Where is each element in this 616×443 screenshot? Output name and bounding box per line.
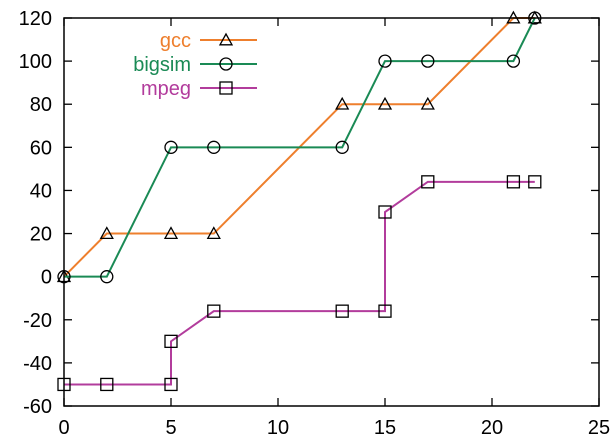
y-tick-label: 120 bbox=[19, 8, 52, 30]
gcc-point bbox=[335, 96, 350, 110]
x-tick-label: 20 bbox=[481, 417, 503, 439]
y-tick-label: -20 bbox=[23, 310, 52, 332]
legend-label-mpeg: mpeg bbox=[141, 78, 191, 100]
x-tick-label: 15 bbox=[374, 417, 396, 439]
bigsim-line bbox=[64, 17, 536, 278]
mpeg-point bbox=[528, 175, 542, 189]
x-tick-label: 5 bbox=[165, 417, 176, 439]
y-tick-label: 100 bbox=[19, 51, 52, 73]
gcc-point bbox=[377, 96, 393, 110]
x-tick-label: 25 bbox=[588, 417, 610, 439]
mpeg-point bbox=[164, 334, 178, 348]
y-tick-label: 40 bbox=[30, 180, 52, 202]
bigsim-point bbox=[378, 54, 392, 68]
mpeg-point bbox=[335, 304, 349, 318]
bigsim-point bbox=[164, 140, 178, 154]
x-tick-label: 10 bbox=[267, 417, 289, 439]
mpeg-point bbox=[378, 205, 392, 219]
y-tick-label: 80 bbox=[30, 94, 52, 116]
bigsim-point bbox=[506, 54, 521, 68]
series-bigsim bbox=[57, 11, 542, 284]
legend-marker-mpeg bbox=[219, 81, 233, 95]
gcc-point bbox=[163, 226, 179, 240]
y-tick-label: -60 bbox=[23, 396, 52, 418]
mpeg-point bbox=[207, 304, 221, 318]
gcc-point bbox=[420, 96, 435, 110]
mpeg-line bbox=[64, 180, 535, 386]
bigsim-point bbox=[421, 54, 435, 68]
y-tick-label: 60 bbox=[30, 137, 52, 159]
mpeg-point bbox=[378, 304, 392, 318]
gcc-point bbox=[206, 226, 221, 240]
mpeg-point bbox=[421, 175, 435, 189]
legend-marker-gcc bbox=[218, 32, 234, 46]
mpeg-point bbox=[506, 175, 521, 189]
bigsim-point bbox=[100, 270, 114, 284]
x-tick-label: 0 bbox=[58, 417, 69, 439]
axis-ticks: 0 5 10 15 20 25 -60 -40 -20 0 20 40 60 80 100 120 bbox=[19, 8, 611, 439]
y-tick-label: 20 bbox=[30, 224, 52, 246]
bigsim-point bbox=[335, 140, 349, 154]
legend-label-gcc: gcc bbox=[160, 30, 191, 52]
legend-marker-bigsim bbox=[219, 57, 233, 71]
y-tick-label: 0 bbox=[41, 267, 52, 289]
series-layer bbox=[56, 10, 542, 392]
series-mpeg bbox=[57, 175, 542, 392]
y-tick-label: -40 bbox=[23, 353, 52, 375]
mpeg-point bbox=[164, 377, 178, 392]
legend-label-bigsim: bigsim bbox=[133, 54, 191, 76]
mpeg-point bbox=[100, 377, 114, 392]
bigsim-point bbox=[207, 140, 221, 154]
gcc-point bbox=[99, 226, 114, 240]
plot-frame bbox=[63, 17, 600, 407]
